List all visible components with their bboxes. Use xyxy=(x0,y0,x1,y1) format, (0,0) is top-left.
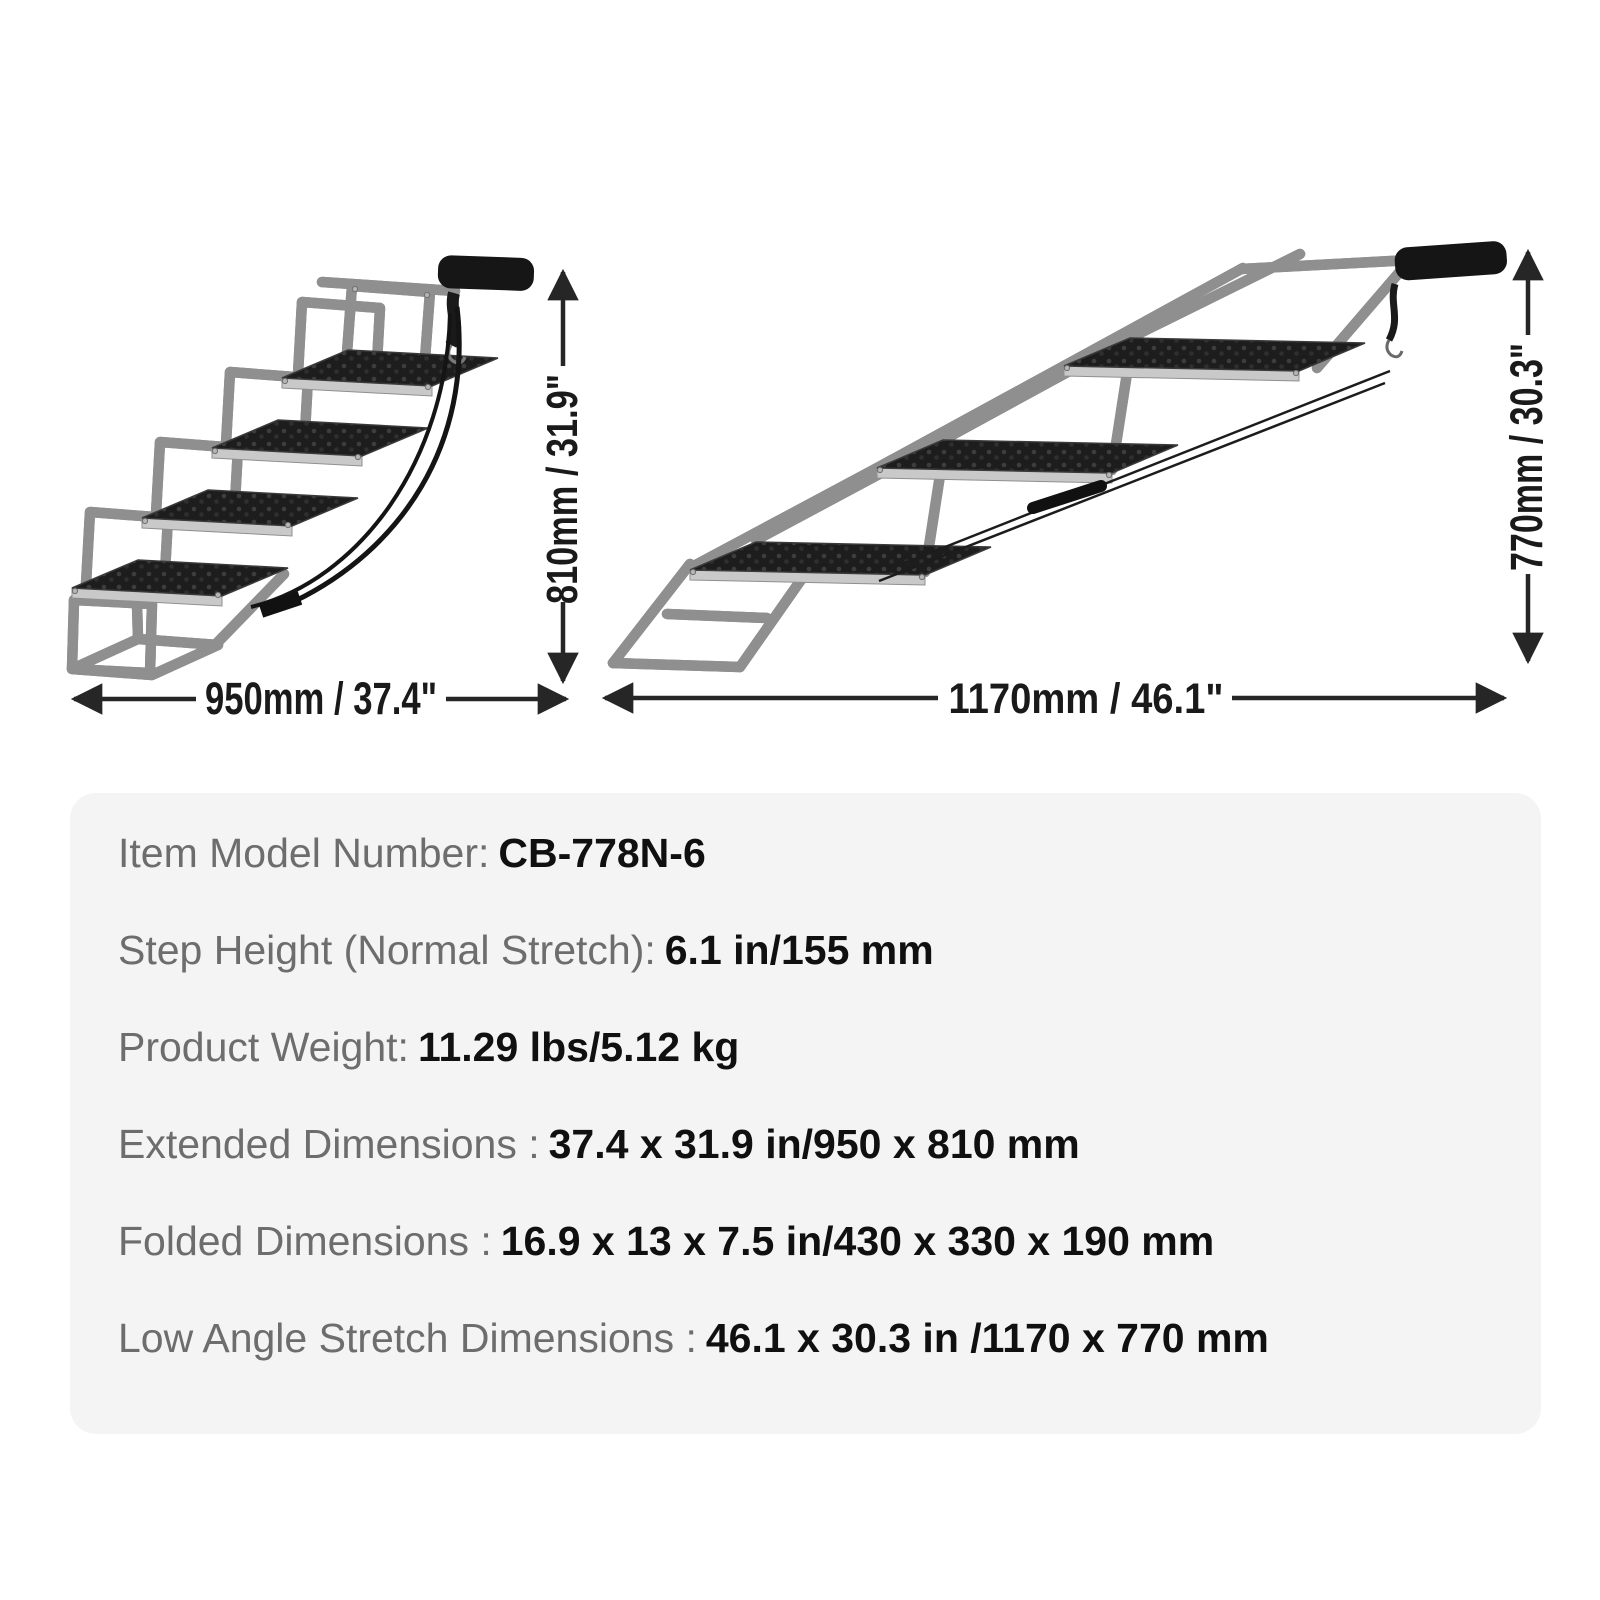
spec-label: Product Weight: xyxy=(118,1024,409,1070)
spec-row-weight: Product Weight: 11.29 lbs/5.12 kg xyxy=(118,1023,1501,1071)
spec-label: Folded Dimensions : xyxy=(118,1218,492,1264)
frame-screws xyxy=(689,364,1300,581)
dim-label-extended-height: 810mm / 31.9" xyxy=(538,374,587,604)
dim-low-angle-width: 1170mm / 46.1" xyxy=(601,675,1508,723)
tension-cables xyxy=(878,369,1391,583)
spec-label: Low Angle Stretch Dimensions : xyxy=(118,1315,697,1361)
cable-grip xyxy=(1027,480,1107,514)
hanging-strap xyxy=(1385,282,1404,359)
figure-stairs-low-angle xyxy=(607,241,1507,673)
spec-label: Extended Dimensions : xyxy=(118,1121,540,1167)
dim-label-low-angle-height: 770mm / 30.3" xyxy=(1501,343,1552,571)
spec-value: 16.9 x 13 x 7.5 in/430 x 330 x 190 mm xyxy=(500,1218,1215,1264)
dim-extended-width: 950mm / 37.4" xyxy=(70,673,570,724)
dim-label-extended-width: 950mm / 37.4" xyxy=(205,673,437,724)
spec-value: CB-778N-6 xyxy=(498,830,706,876)
dimension-annotations: 810mm / 31.9" 950mm / 37.4" 770mm / 30.3… xyxy=(70,248,1552,724)
spec-row-extended-dimensions: Extended Dimensions :37.4 x 31.9 in/950 … xyxy=(118,1120,1501,1168)
spec-label: Step Height (Normal Stretch): xyxy=(118,927,656,973)
stairs-treads xyxy=(71,349,499,607)
spec-value: 11.29 lbs/5.12 kg xyxy=(417,1024,740,1070)
spec-row-step-height: Step Height (Normal Stretch): 6.1 in/155 … xyxy=(118,926,1501,974)
spec-value: 6.1 in/155 mm xyxy=(664,927,934,973)
spec-panel: Item Model Number: CB-778N-6 Step Height … xyxy=(70,793,1541,1434)
dim-low-angle-height: 770mm / 30.3" xyxy=(1501,248,1552,665)
frame-screws xyxy=(71,285,432,599)
straps xyxy=(250,291,467,618)
dim-label-low-angle-width: 1170mm / 46.1" xyxy=(949,675,1224,723)
dim-extended-height: 810mm / 31.9" xyxy=(538,268,587,685)
spec-value: 46.1 x 30.3 in /1170 x 770 mm xyxy=(705,1315,1269,1361)
spec-row-model: Item Model Number: CB-778N-6 xyxy=(118,829,1501,877)
carry-handle xyxy=(437,255,535,291)
figure-stairs-extended xyxy=(66,255,535,681)
carry-handle xyxy=(1394,241,1507,281)
spec-row-folded-dimensions: Folded Dimensions :16.9 x 13 x 7.5 in/43… xyxy=(118,1217,1501,1265)
spec-value: 37.4 x 31.9 in/950 x 810 mm xyxy=(548,1121,1080,1167)
spec-row-low-angle-dimensions: Low Angle Stretch Dimensions :46.1 x 30.… xyxy=(118,1314,1501,1362)
spec-label: Item Model Number: xyxy=(118,830,490,876)
